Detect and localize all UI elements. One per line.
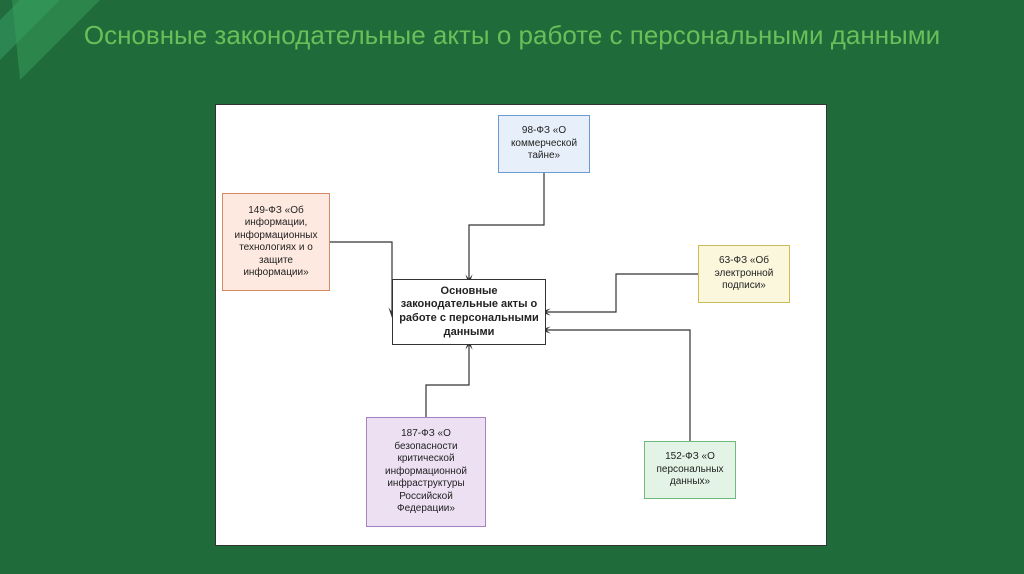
node-n187: 187-ФЗ «О безопасности критической инфор… bbox=[366, 417, 486, 527]
node-label: 149-ФЗ «Об информации, информационных те… bbox=[229, 205, 323, 280]
node-center: Основные законодательные акты о работе с… bbox=[392, 279, 546, 345]
node-label: 98-ФЗ «О коммерческой тайне» bbox=[505, 125, 583, 163]
node-n149: 149-ФЗ «Об информации, информационных те… bbox=[222, 193, 330, 291]
node-label: Основные законодательные акты о работе с… bbox=[399, 285, 539, 340]
node-label: 187-ФЗ «О безопасности критической инфор… bbox=[373, 428, 479, 516]
diagram-container: Основные законодательные акты о работе с… bbox=[215, 104, 827, 546]
node-n98: 98-ФЗ «О коммерческой тайне» bbox=[498, 115, 590, 173]
node-n63: 63-ФЗ «Об электронной подписи» bbox=[698, 245, 790, 303]
node-n152: 152-ФЗ «О персональных данных» bbox=[644, 441, 736, 499]
slide-title: Основные законодательные акты о работе с… bbox=[0, 18, 1024, 53]
node-label: 152-ФЗ «О персональных данных» bbox=[651, 451, 729, 489]
node-label: 63-ФЗ «Об электронной подписи» bbox=[705, 255, 783, 293]
